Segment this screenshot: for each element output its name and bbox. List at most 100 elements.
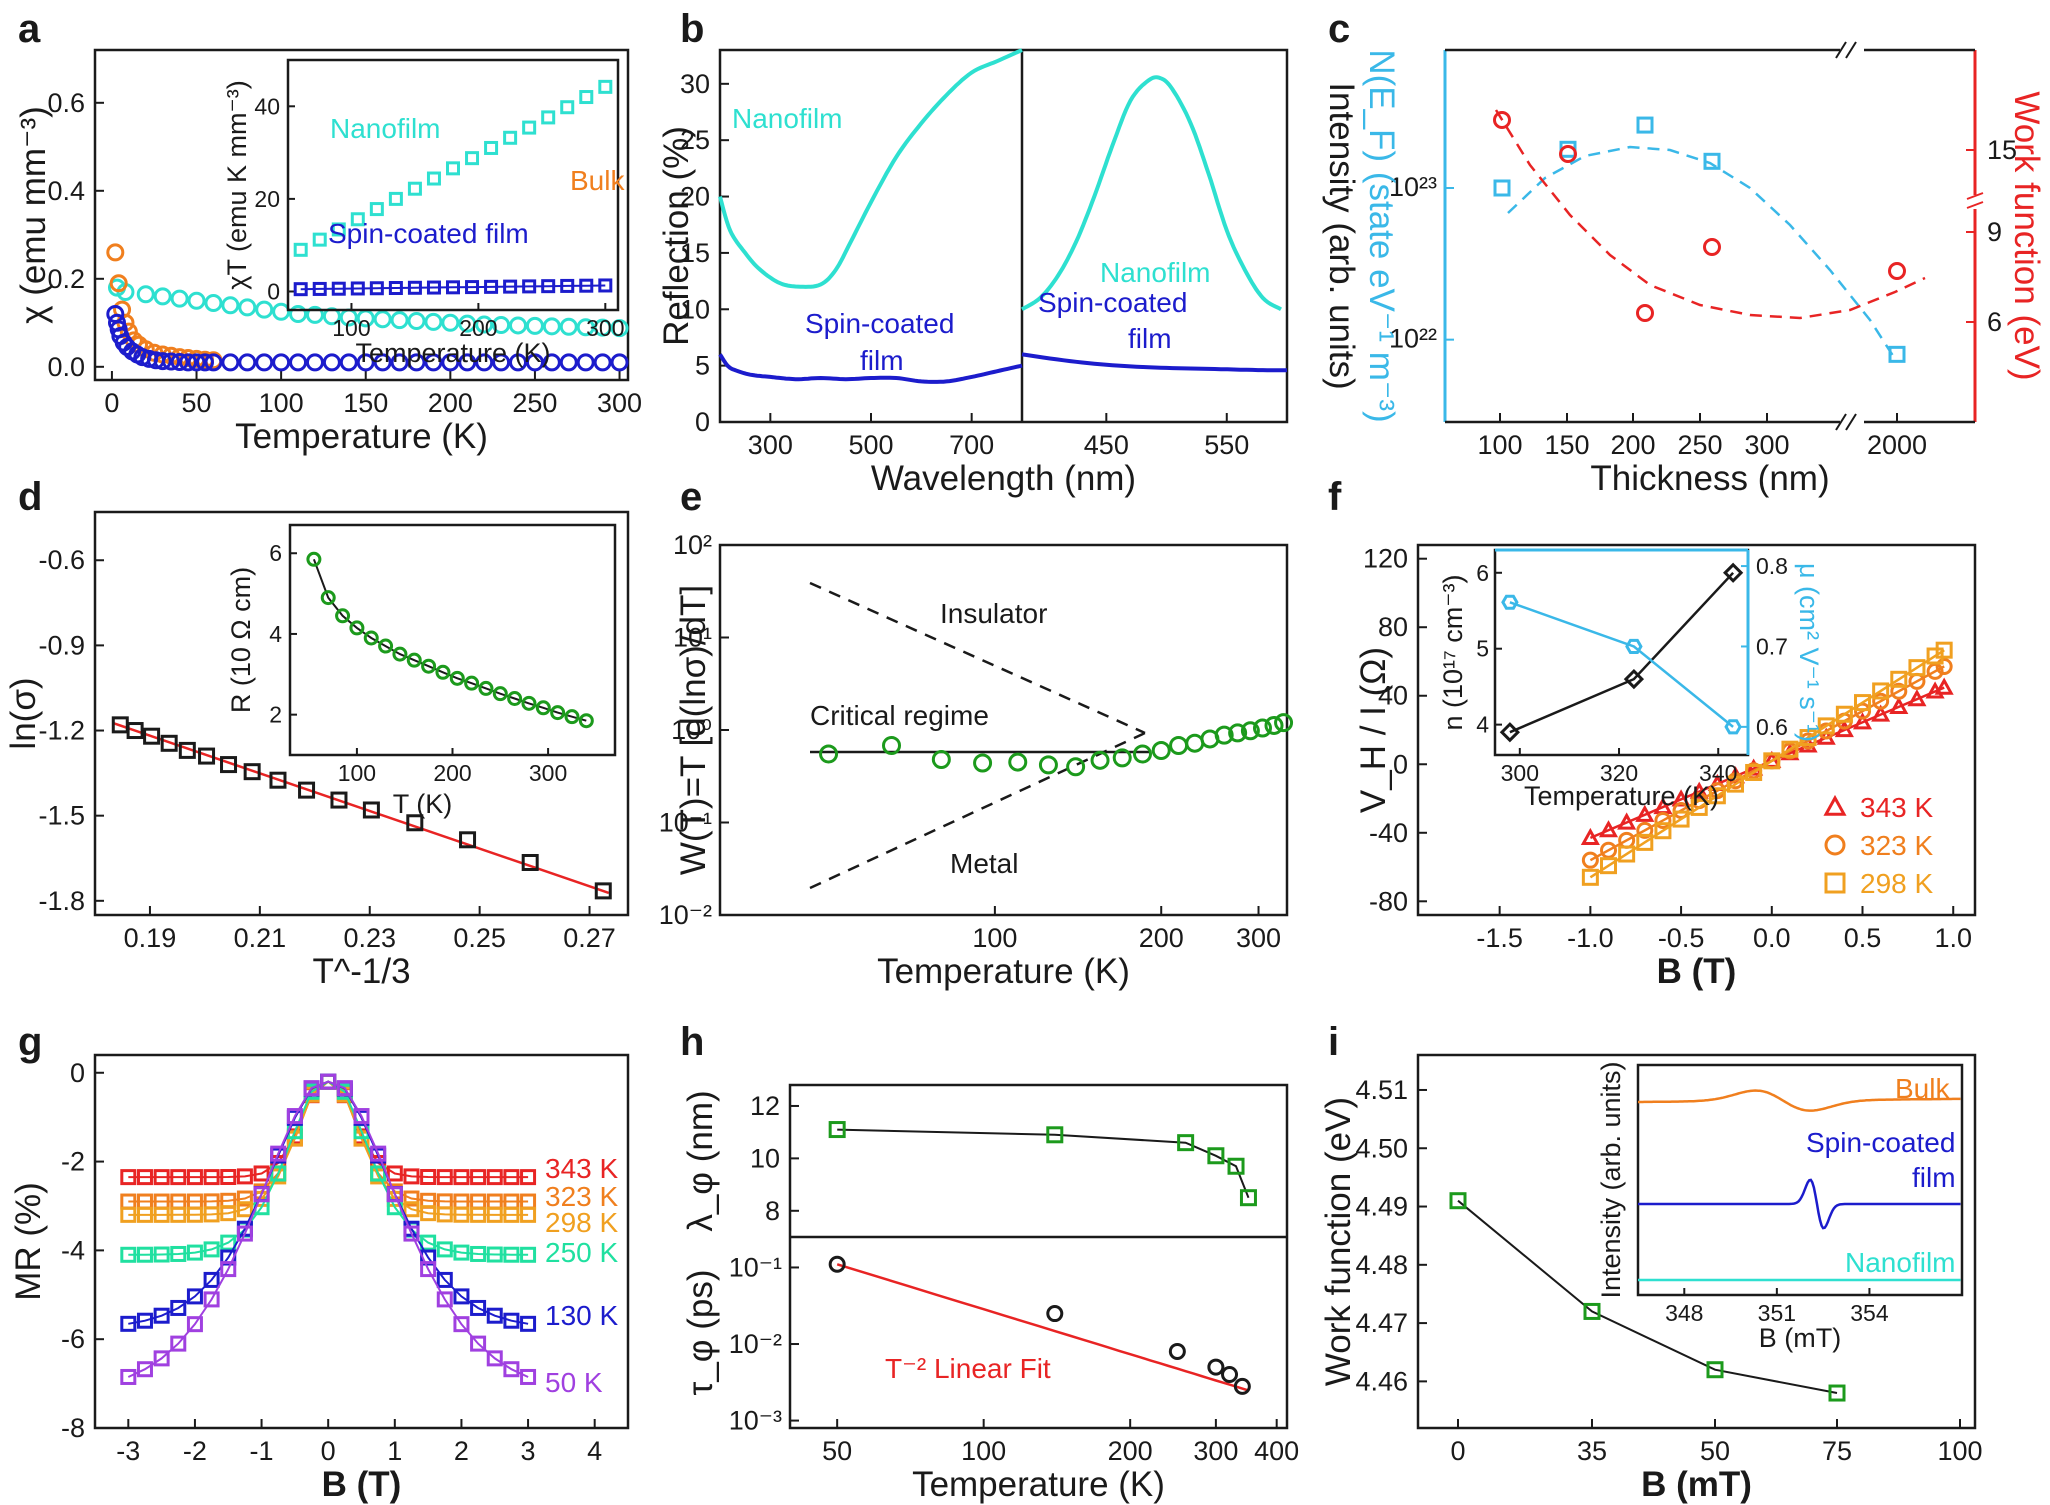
- point-323-K: [1890, 682, 1908, 700]
- point-250-K: [136, 1246, 153, 1263]
- point-spin-coated-film: [289, 353, 308, 372]
- point-nanofilm: [221, 296, 240, 315]
- y-tick-label: 4.49: [1355, 1192, 1408, 1222]
- legend-label-343-K: 343 K: [1860, 792, 1933, 823]
- y-tick-label: 20: [680, 182, 710, 212]
- point-spin-coated-film: [179, 353, 198, 372]
- bottom-y-tick-label: 10⁻¹: [729, 1252, 782, 1282]
- inset-label-bulk: Bulk: [1895, 1073, 1950, 1104]
- point-298-K: [203, 1206, 220, 1223]
- label-fit: T⁻² Linear Fit: [885, 1353, 1051, 1384]
- panel-d-axes-frame: [93, 510, 630, 917]
- inset-point-nanofilm: [579, 90, 594, 105]
- point-nanofilm: [525, 316, 544, 335]
- point-250-K: [153, 1246, 170, 1263]
- inset-data-point: [578, 713, 594, 729]
- point-298-K: [170, 1206, 187, 1223]
- inset-x-axis-title: Temperature (K): [1524, 781, 1719, 811]
- data-point: [243, 763, 261, 781]
- y-tick-label: -6: [61, 1324, 85, 1354]
- tau-point: [828, 1255, 846, 1273]
- x-tick-label: 450: [1084, 430, 1129, 460]
- inset-x-tick-label: 320: [1600, 760, 1638, 786]
- point-nanofilm: [458, 314, 477, 333]
- inset-point-nanofilm: [560, 100, 575, 115]
- point-298-K: [1799, 729, 1817, 747]
- panel-letter-f: f: [1328, 475, 1342, 519]
- inset-bulk-curve: [1638, 1089, 1961, 1112]
- data-point: [1169, 735, 1189, 755]
- lambda-point: [828, 1121, 846, 1139]
- x-tick-label: 100: [259, 388, 304, 418]
- point-spin-coated-film: [238, 353, 257, 372]
- point-298-K: [186, 1206, 203, 1223]
- x-tick-label: 100: [961, 1436, 1006, 1466]
- y-tick-label: -1.2: [38, 716, 85, 746]
- data-point: [594, 882, 612, 900]
- y-axis-title: Reflection (%): [657, 126, 696, 346]
- inset-data-point: [535, 700, 551, 716]
- inset-mu-line: [1509, 601, 1734, 728]
- inset-data-point: [550, 705, 566, 721]
- inset-data-point: [320, 590, 336, 606]
- point-50-K: [186, 1316, 203, 1333]
- point-nanofilm: [187, 291, 206, 310]
- panel-letter-e: e: [680, 475, 702, 519]
- data-point: [1252, 718, 1272, 738]
- point-50-K: [153, 1350, 170, 1367]
- y-tick-label: 0.0: [47, 352, 85, 382]
- inset-left-y-axis-title: n (10¹⁷ cm⁻³): [1438, 574, 1468, 730]
- work-function-point: [1583, 1302, 1601, 1320]
- point-bulk: [106, 243, 125, 262]
- axis-break-mark-right: [1966, 192, 1984, 200]
- point-343-K: [1852, 712, 1873, 730]
- point-130-K: [136, 1312, 153, 1329]
- point-spin-coated-film: [170, 352, 189, 371]
- point-298-K: [1745, 763, 1763, 781]
- inset-point-nanofilm: [312, 232, 327, 247]
- y-tick-label: -1.8: [38, 886, 85, 916]
- x-tick-label: 0.27: [563, 923, 616, 953]
- point-nanofilm: [238, 298, 257, 317]
- point-298-K: [120, 1206, 137, 1223]
- inset-y-tick-label: 40: [254, 93, 280, 119]
- point-nanofilm: [322, 307, 341, 326]
- x-tick-label: 0.5: [1844, 923, 1882, 953]
- legend-marker-343-K: [1823, 794, 1847, 816]
- right-y-tick-label: 15: [1987, 135, 2017, 165]
- label-nanofilm-right: Nanofilm: [1100, 257, 1210, 288]
- x-tick-label: 0.23: [343, 923, 396, 953]
- right-y-tick-label: 9: [1987, 217, 2002, 247]
- panel-a: 0 50 100 150 200 250 3000.00.20.40.6Temperatur…: [14, 48, 642, 456]
- curve-right-spin-coated-film: [1021, 352, 1288, 373]
- x-tick-label: 550: [1204, 430, 1249, 460]
- point-250-K: [453, 1244, 470, 1261]
- point-298-K: [1872, 682, 1890, 700]
- panel-letters: a b c d e f g h i: [18, 7, 1350, 1064]
- x-tick-label: 200: [1108, 1436, 1153, 1466]
- point-130-K: [486, 1307, 503, 1324]
- x-tick-label: 250: [1677, 430, 1722, 460]
- point-323-K: [403, 1190, 420, 1207]
- point-nef: [1888, 345, 1906, 363]
- inset-label-film: film: [1912, 1162, 1956, 1193]
- x-tick-label: 300: [597, 388, 642, 418]
- x-tick-label: -2: [183, 1436, 207, 1466]
- point-298-K: [1781, 740, 1799, 758]
- top-line: [837, 1128, 1250, 1199]
- inset-mu-point: [1625, 638, 1643, 654]
- point-50-K: [320, 1073, 337, 1090]
- inset-right-y-axis-title: μ (cm² V⁻¹ s⁻¹): [1794, 563, 1824, 742]
- inset-x-tick-label: 300: [586, 315, 624, 341]
- data-point: [521, 853, 539, 871]
- point-nanofilm: [153, 287, 172, 306]
- top-y-tick-label: 10: [750, 1143, 780, 1173]
- x-tick-label: 0: [1450, 1436, 1465, 1466]
- point-spin-coated-film: [390, 353, 409, 372]
- curve-left-spin-coated-film: [718, 353, 1023, 384]
- point-298-K: [436, 1206, 453, 1223]
- point-spin-coated-film: [593, 353, 612, 372]
- x-tick-label: 0.0: [1753, 923, 1791, 953]
- point-50-K: [436, 1291, 453, 1308]
- point-spin-coated-film: [525, 353, 544, 372]
